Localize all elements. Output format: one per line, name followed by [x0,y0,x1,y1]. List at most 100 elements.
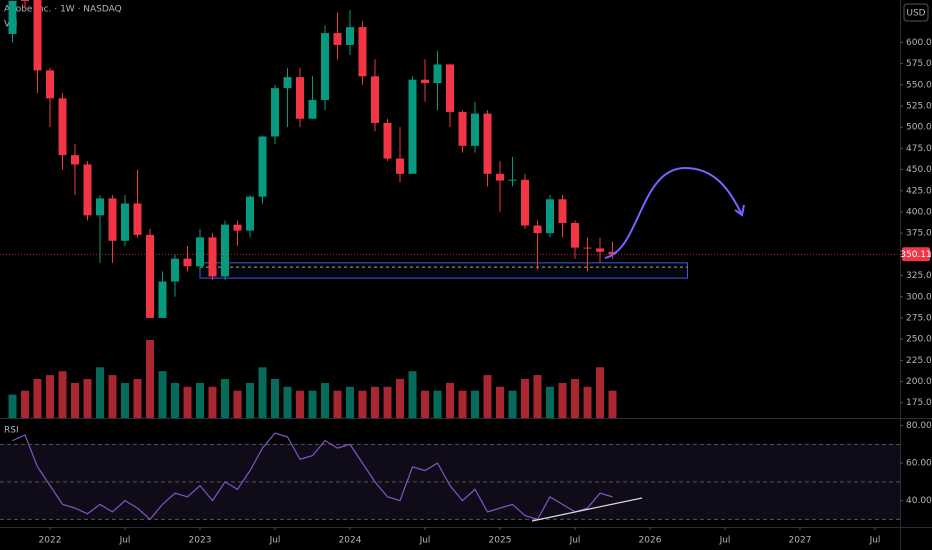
candle-body [233,224,242,231]
candle-body [408,79,417,174]
candle-body [308,100,317,119]
candle-body [433,64,442,84]
y2-tick-label: 40.00 [906,496,932,506]
y-tick-label: 600.00 [906,38,932,48]
x-tick-label: Jul [869,536,881,546]
volume-bar [183,386,192,418]
volume-bar [546,386,554,418]
candle-body [571,222,579,248]
volume-bar [421,390,429,418]
y-tick-label: 175.00 [906,398,932,408]
x-tick-label: 2024 [339,536,362,546]
candle-body [296,77,304,119]
y-tick-label: 525.00 [906,101,932,111]
y-tick-label: 400.00 [906,207,932,217]
volume-bar [346,386,354,418]
volume-bar [58,371,67,418]
candle-body [208,237,217,277]
volume-bar [233,390,242,418]
y-tick-label: 375.00 [906,229,932,239]
candle-body [283,77,292,89]
candle-body [333,33,342,45]
volume-bar [83,379,92,418]
chart-title: Adobe Inc. · 1W · NASDAQ [4,5,122,15]
currency[interactable]: USD [906,9,925,19]
candle-body [396,158,404,174]
y-tick-label: 575.00 [906,59,932,69]
x-tick-label: 2026 [639,536,662,546]
candle-body [158,281,167,318]
volume-bar [321,382,329,418]
x-tick-label: 2022 [39,536,62,546]
volume-bar [71,382,79,418]
volume-bar [33,379,42,418]
candle-body [21,0,29,1]
y-tick-label: 450.00 [906,165,932,175]
y-tick-label: 475.00 [906,144,932,154]
candle-body [508,179,517,181]
rsi-line [12,432,613,521]
candle-body [221,224,229,277]
volume-bar [146,340,154,418]
candle-body [121,203,129,241]
y-tick-label: 275.00 [906,313,932,323]
volume-bar [196,382,204,418]
candle-body [546,199,554,234]
candle-body [83,164,92,216]
projection-arrow [604,166,743,259]
volume-bar [408,371,417,418]
volume-bar [333,390,342,418]
currency-button[interactable] [903,3,929,22]
arrow-head [734,204,745,217]
support-zone [199,262,688,279]
volume-bar [533,375,542,418]
volume-bar [371,386,379,418]
candle-body [346,27,354,45]
candle-body [596,248,604,252]
volume-bar [358,390,367,418]
volume-bar [383,386,392,418]
volume-bar [446,382,454,418]
volume-bar [208,386,217,418]
y-tick-label: 550.00 [906,80,932,90]
candle-body [133,203,142,235]
candle-body [421,79,429,84]
candle-body [358,27,367,77]
volume-bar [571,379,579,418]
volume-bar [558,382,567,418]
candle-body [496,173,504,181]
x-tick-label: 2025 [489,536,512,546]
rsi-trendline [531,497,643,522]
volume-bar [158,371,167,418]
x-tick-label: Jul [119,536,131,546]
candle-body [608,251,617,255]
candle-body [258,136,267,197]
volume-bar [283,386,292,418]
candle-body [8,0,17,34]
y-tick-label: 300.00 [906,292,932,302]
last-price-label: 350.11 [900,250,932,260]
candle-body [471,113,479,146]
y-tick-label: 250.00 [906,335,932,345]
y2-tick-label: 60.00 [906,459,932,469]
candle-body [196,237,204,267]
candle-body [146,234,154,318]
volume-bar [133,379,142,418]
y-tick-label: 325.00 [906,271,932,281]
volume-bar [258,367,267,418]
y-tick-label: 225.00 [906,356,932,366]
candle-body [246,196,254,231]
x-tick-label: Jul [269,536,281,546]
candle-body [183,258,192,267]
volume-bar [171,382,179,418]
volume-bar [496,386,504,418]
candle-body [58,98,67,156]
volume-bar [21,390,29,418]
volume-bar [396,379,404,418]
volume-bar [108,375,117,418]
volume-bar [471,390,479,418]
volume-bar [246,382,254,418]
x-tick-label: Jul [719,536,731,546]
